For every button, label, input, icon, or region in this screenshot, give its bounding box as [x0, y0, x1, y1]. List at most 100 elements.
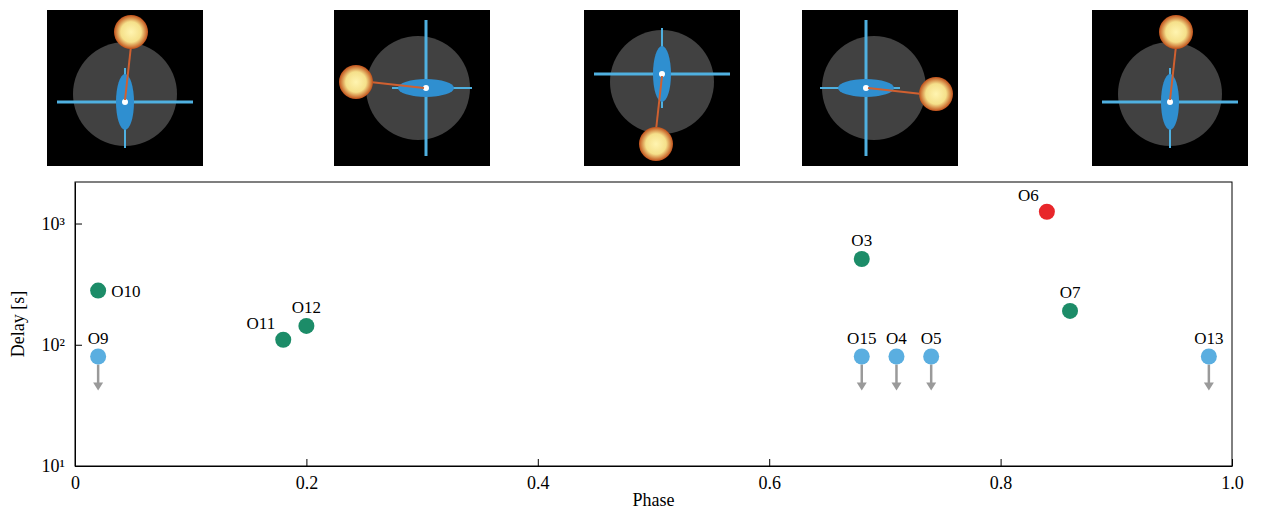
point	[90, 283, 106, 299]
point	[888, 349, 904, 365]
y-tick-label: 10³	[42, 214, 66, 234]
upper-limit-arrow	[926, 365, 936, 391]
y-tick: 10²	[42, 335, 82, 355]
point-label: O10	[111, 282, 140, 301]
point-label: O9	[88, 329, 109, 348]
illustration	[802, 10, 958, 166]
binary-system	[820, 20, 953, 156]
accretion-disk	[116, 74, 134, 130]
arrow-head	[891, 383, 901, 391]
upper-limit-arrow	[891, 365, 901, 391]
mass-stream	[1170, 46, 1176, 100]
point	[1039, 204, 1055, 220]
x-tick-label: 0.2	[296, 473, 319, 493]
donor-star	[639, 127, 673, 161]
arrow-shaft	[930, 365, 933, 385]
mass-stream	[125, 46, 131, 100]
x-tick: 1.0	[1221, 459, 1244, 493]
binary-system	[57, 15, 193, 148]
point	[275, 332, 291, 348]
arrow-head	[93, 383, 103, 391]
y-tick-label: 10²	[42, 335, 65, 355]
donor-star	[339, 65, 373, 99]
point-label: O5	[921, 329, 942, 348]
y-tick-mark	[75, 224, 82, 225]
x-tick: 0.8	[990, 459, 1013, 493]
x-tick-mark	[538, 459, 539, 466]
binary-system	[594, 28, 730, 161]
y-tick-mark	[75, 345, 82, 346]
accretion-disk	[1161, 74, 1179, 130]
point-label: O4	[886, 329, 907, 348]
arrow-shaft	[861, 365, 864, 385]
binary-system	[1102, 15, 1238, 148]
point	[1062, 303, 1078, 319]
chart: 00.20.40.60.81.010¹10²10³PhaseDelay [s]O…	[0, 0, 1264, 512]
accretion-disk	[398, 79, 454, 97]
mass-stream	[868, 88, 922, 94]
point	[298, 318, 314, 334]
x-tick-label: 0	[71, 473, 80, 493]
arrow-head	[1204, 383, 1214, 391]
point-label: O6	[1018, 186, 1039, 205]
binary-system	[339, 20, 472, 156]
point-label: O3	[851, 231, 872, 250]
point	[1201, 349, 1217, 365]
x-tick-mark	[1001, 459, 1002, 466]
point-label: O15	[847, 329, 876, 348]
plot-frame	[75, 182, 1232, 466]
y-axis-line	[75, 183, 76, 467]
donor-star	[919, 77, 953, 111]
mass-stream	[370, 82, 424, 88]
series	[90, 251, 1078, 348]
upper-limit-arrow	[857, 365, 867, 391]
y-tick-mark	[75, 466, 82, 467]
point-labels: O10O11O12O3O7O9O15O4O5O13O6	[88, 186, 1224, 348]
y-tick: 10³	[42, 214, 82, 234]
illustration-background	[47, 10, 203, 166]
x-axis-title: Phase	[633, 490, 675, 510]
illustration	[1092, 10, 1248, 166]
illustration-background	[334, 10, 490, 166]
illustration	[47, 10, 203, 166]
point-label: O12	[292, 298, 321, 317]
x-axis: 0 0.2 0.4 0.6 0.8 1.0	[71, 459, 1244, 493]
x-tick-label: 1.0	[1221, 473, 1244, 493]
y-axis: 10¹ 10² 10³	[42, 183, 82, 477]
point	[854, 349, 870, 365]
x-axis-line	[76, 466, 1233, 467]
x-tick-mark	[769, 459, 770, 466]
point	[90, 349, 106, 365]
donor-star	[114, 15, 148, 49]
x-tick-mark	[1232, 459, 1233, 466]
mass-stream	[656, 76, 662, 130]
x-tick-mark	[306, 459, 307, 466]
illustration-background	[584, 10, 740, 166]
arrow-head	[926, 383, 936, 391]
upper-limit-arrow	[1204, 365, 1214, 391]
point	[923, 349, 939, 365]
arrow-head	[857, 383, 867, 391]
arrow-shaft	[97, 365, 100, 385]
x-tick-label: 0.6	[758, 473, 781, 493]
illustrations	[47, 10, 1248, 166]
point	[854, 251, 870, 267]
arrow-shaft	[895, 365, 898, 385]
point-label: O11	[247, 314, 276, 333]
x-tick: 0.6	[758, 459, 781, 493]
upper-limit-arrow	[93, 365, 103, 391]
series	[90, 349, 1217, 391]
x-tick-label: 0.4	[527, 473, 550, 493]
illustration-background	[1092, 10, 1248, 166]
y-tick-label: 10¹	[42, 456, 65, 476]
accretion-disk	[653, 46, 671, 102]
illustration-background	[802, 10, 958, 166]
arrow-shaft	[1208, 365, 1211, 385]
y-tick: 10¹	[42, 456, 82, 476]
series	[1039, 204, 1055, 220]
point-label: O7	[1060, 283, 1081, 302]
x-tick: 0.2	[296, 459, 319, 493]
marks	[90, 204, 1217, 391]
x-tick-label: 0.8	[990, 473, 1013, 493]
donor-star	[1159, 15, 1193, 49]
